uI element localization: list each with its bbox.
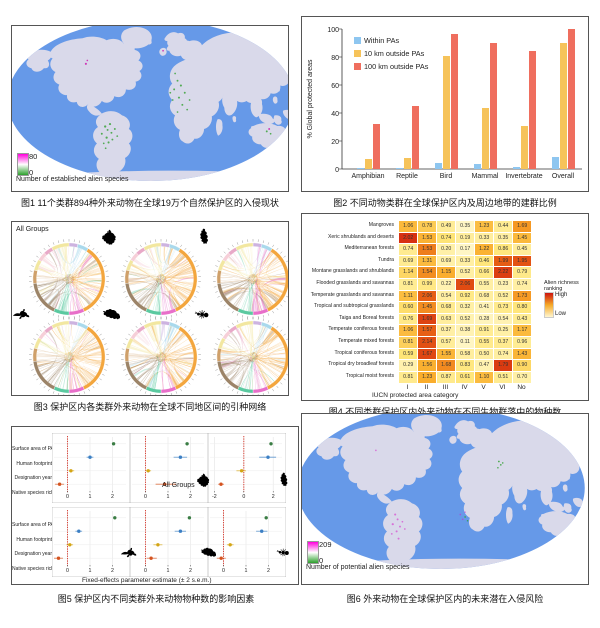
- svg-text:0: 0: [144, 494, 147, 500]
- svg-text:Mammal: Mammal: [472, 173, 499, 180]
- svg-text:2: 2: [189, 568, 192, 574]
- svg-text:40: 40: [331, 111, 339, 118]
- svg-text:100: 100: [327, 27, 339, 34]
- svg-text:Bird: Bird: [440, 173, 453, 180]
- svg-text:2: 2: [272, 494, 275, 500]
- svg-text:% Global protected areas: % Global protected areas: [307, 59, 314, 138]
- svg-text:Amphibian: Amphibian: [351, 173, 384, 180]
- svg-text:1: 1: [167, 568, 170, 574]
- svg-text:60: 60: [331, 83, 339, 90]
- svg-text:0: 0: [66, 568, 69, 574]
- svg-text:-2: -2: [212, 494, 217, 500]
- svg-text:Within PAs: Within PAs: [364, 36, 399, 45]
- svg-text:Overall: Overall: [552, 173, 575, 180]
- svg-text:10 km outside PAs: 10 km outside PAs: [364, 49, 425, 58]
- svg-text:Reptile: Reptile: [396, 173, 418, 180]
- svg-text:2: 2: [267, 568, 270, 574]
- svg-text:0: 0: [66, 494, 69, 500]
- svg-text:2: 2: [111, 568, 114, 574]
- svg-text:1: 1: [167, 494, 170, 500]
- svg-text:100 km outside PAs: 100 km outside PAs: [364, 62, 429, 71]
- svg-text:0: 0: [335, 167, 339, 174]
- svg-text:80: 80: [331, 55, 339, 62]
- svg-text:2: 2: [189, 494, 192, 500]
- svg-text:0: 0: [222, 568, 225, 574]
- svg-text:Invertebrate: Invertebrate: [505, 173, 542, 180]
- svg-text:2: 2: [111, 494, 114, 500]
- svg-text:1: 1: [89, 568, 92, 574]
- svg-text:20: 20: [331, 139, 339, 146]
- svg-text:1: 1: [89, 494, 92, 500]
- svg-text:1: 1: [245, 568, 248, 574]
- svg-text:0: 0: [242, 494, 245, 500]
- svg-text:0: 0: [144, 568, 147, 574]
